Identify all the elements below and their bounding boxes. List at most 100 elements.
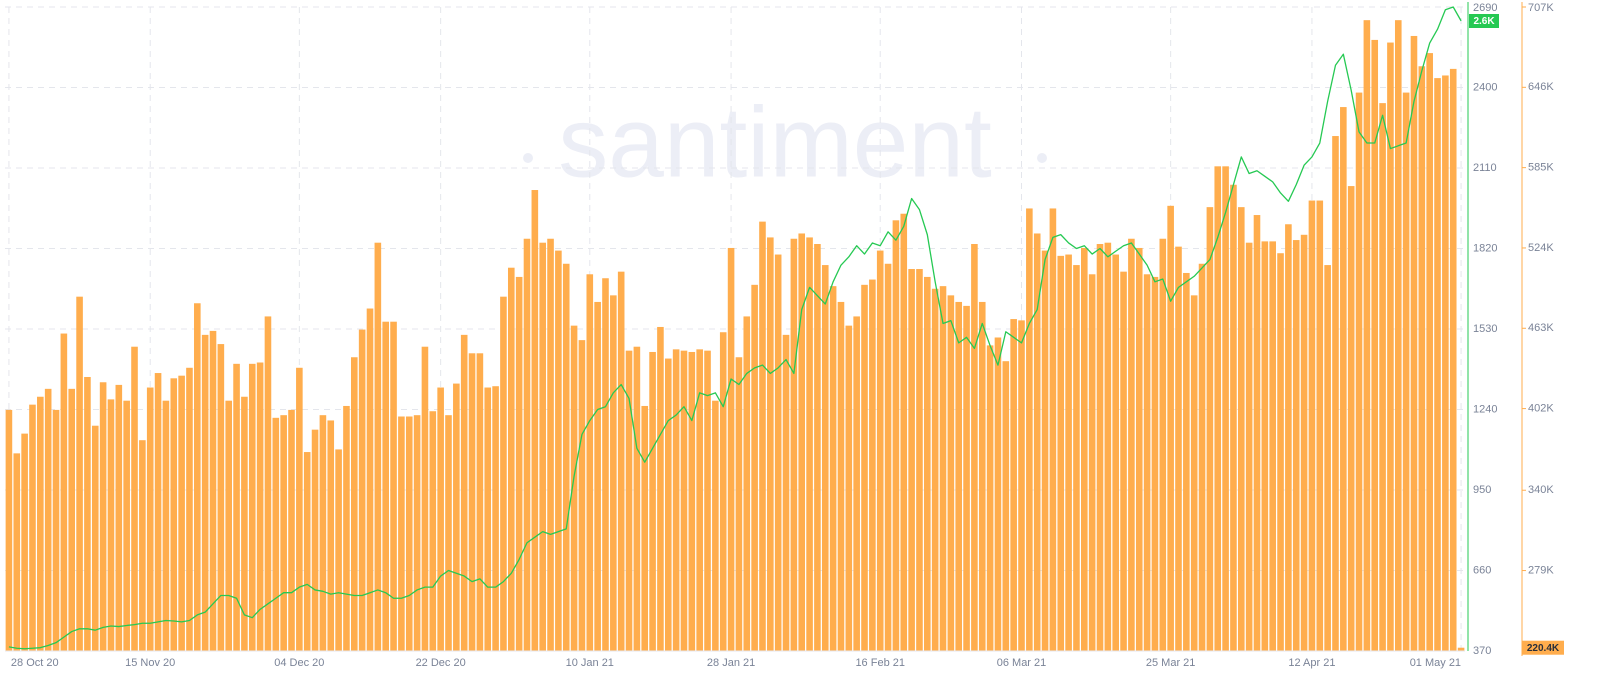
- bar: [146, 387, 154, 651]
- bar: [837, 301, 845, 651]
- x-tick-label: 28 Jan 21: [707, 657, 755, 669]
- bar: [1285, 224, 1292, 652]
- y2-tick-label: 340K: [1528, 484, 1554, 496]
- y2-tick-label: 707K: [1528, 2, 1554, 14]
- bar: [939, 286, 947, 651]
- bar: [1222, 166, 1229, 651]
- bar: [1340, 107, 1347, 651]
- bar: [602, 278, 609, 651]
- bar: [531, 190, 539, 651]
- bar: [759, 221, 766, 651]
- bar: [76, 296, 83, 651]
- bar: [688, 351, 696, 651]
- bar: [1410, 35, 1418, 652]
- bar: [1206, 207, 1214, 651]
- bar: [296, 367, 303, 651]
- bar: [916, 269, 923, 651]
- bar: [500, 296, 507, 651]
- bar: [288, 409, 295, 651]
- x-tick-label: 15 Nov 20: [125, 657, 175, 669]
- bar: [84, 376, 91, 651]
- bar: [123, 400, 130, 651]
- bar: [1245, 242, 1253, 651]
- x-tick-label: 16 Feb 21: [855, 657, 905, 669]
- bar: [1104, 242, 1112, 651]
- bar: [1457, 647, 1465, 651]
- bar: [704, 350, 711, 651]
- bar: [1002, 361, 1010, 651]
- x-tick-label: 25 Mar 21: [1146, 657, 1196, 669]
- bar: [586, 274, 594, 651]
- bar: [649, 351, 656, 651]
- bar: [1418, 66, 1426, 651]
- y2-tick-label: 279K: [1528, 564, 1554, 576]
- x-tick-label: 28 Oct 20: [11, 657, 59, 669]
- x-tick-label: 12 Apr 21: [1288, 657, 1335, 669]
- y2-tick-label: 646K: [1528, 81, 1554, 93]
- last-value-label: 2.6K: [1473, 16, 1495, 27]
- bar: [712, 400, 719, 651]
- bar: [139, 440, 146, 651]
- bar: [1230, 184, 1237, 651]
- bar: [570, 325, 578, 651]
- bar: [1151, 276, 1159, 651]
- bar: [248, 363, 256, 651]
- bar: [256, 362, 264, 651]
- bar: [201, 334, 209, 651]
- bar: [1387, 42, 1394, 651]
- bar: [1175, 246, 1182, 652]
- bar: [1183, 272, 1190, 651]
- bar: [351, 357, 358, 651]
- bar: [1261, 241, 1269, 651]
- bar: [1253, 215, 1261, 652]
- bar: [751, 284, 758, 651]
- bar: [1120, 271, 1127, 651]
- bar: [484, 387, 492, 651]
- bar: [170, 378, 178, 651]
- bar: [853, 316, 860, 651]
- bar: [821, 265, 829, 651]
- bar: [955, 301, 963, 651]
- bar: [963, 305, 970, 651]
- bar: [1402, 92, 1410, 652]
- y-tick-label: 660: [1473, 564, 1491, 576]
- bar: [978, 301, 986, 651]
- bar: [1442, 75, 1449, 651]
- bar: [21, 433, 28, 651]
- last-value-box: [1522, 640, 1564, 655]
- bar: [374, 242, 382, 651]
- bar: [209, 330, 217, 651]
- bar: [1237, 207, 1245, 651]
- bar: [892, 220, 900, 651]
- y2-tick-label: 585K: [1528, 162, 1554, 174]
- bar: [1316, 200, 1324, 651]
- bar: [52, 409, 60, 651]
- bar: [1128, 238, 1135, 651]
- bar: [186, 367, 193, 651]
- bar: [445, 415, 452, 651]
- bar: [774, 254, 782, 651]
- x-tick-label: 10 Jan 21: [566, 657, 614, 669]
- bar: [1300, 234, 1308, 651]
- watermark: santiment: [558, 86, 992, 198]
- bar: [421, 346, 429, 651]
- bar: [924, 276, 931, 651]
- bar: [696, 349, 703, 651]
- bar: [241, 396, 248, 651]
- bar: [1159, 238, 1167, 651]
- last-value-label: 220.4K: [1527, 643, 1560, 654]
- bar: [1269, 241, 1276, 651]
- bar: [44, 388, 52, 651]
- bar: [680, 350, 688, 651]
- bar: [625, 350, 633, 651]
- y2-tick-label: 463K: [1528, 322, 1554, 334]
- bar: [358, 329, 366, 651]
- bar: [1088, 274, 1096, 651]
- line: [8, 6, 1462, 650]
- bar: [37, 396, 44, 651]
- bar: [900, 213, 908, 652]
- bar: [29, 404, 36, 651]
- bar: [468, 353, 476, 651]
- bar: [523, 238, 531, 651]
